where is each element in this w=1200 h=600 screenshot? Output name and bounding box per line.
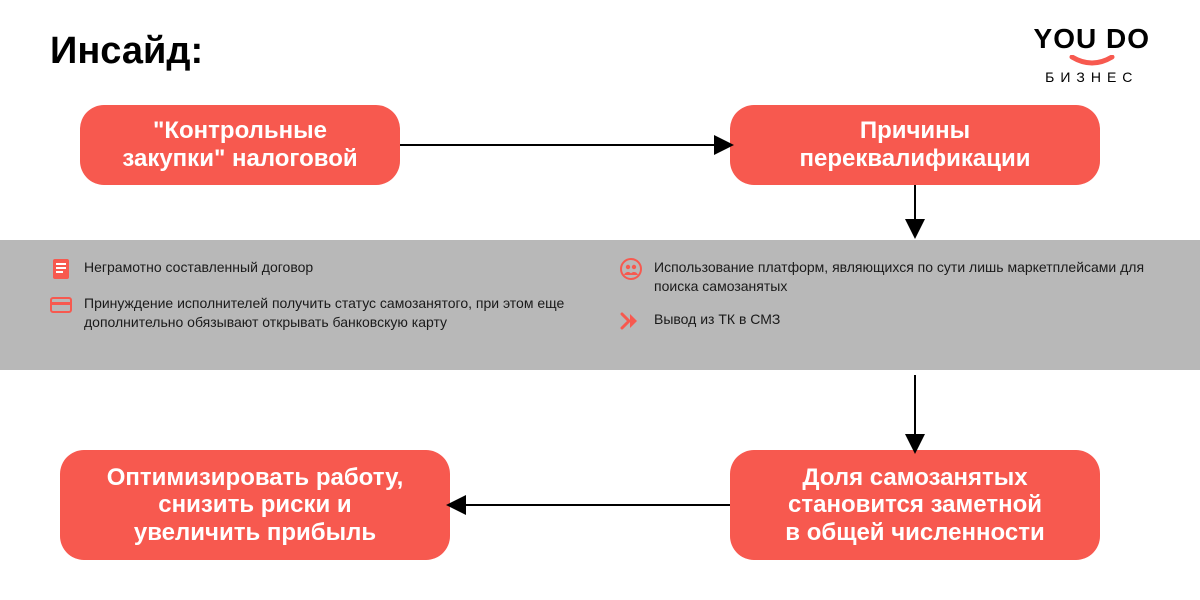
card-icon xyxy=(50,294,72,316)
page-title: Инсайд: xyxy=(50,30,203,73)
reasons-band: Неграмотно составленный договор Принужде… xyxy=(0,240,1200,370)
people-icon xyxy=(620,258,642,280)
reasons-left-col: Неграмотно составленный договор Принужде… xyxy=(50,258,580,352)
logo-wordmark: YOU DO xyxy=(1034,25,1150,53)
reason-text: Использование платформ, являющихся по су… xyxy=(654,258,1150,296)
doc-icon xyxy=(50,258,72,280)
reasons-right-col: Использование платформ, являющихся по су… xyxy=(620,258,1150,352)
node-share-noticeable: Доля самозанятых становится заметной в о… xyxy=(730,450,1100,560)
reason-item: Вывод из ТК в СМЗ xyxy=(620,310,1150,332)
reason-text: Вывод из ТК в СМЗ xyxy=(654,310,780,329)
reason-item: Принуждение исполнителей получить статус… xyxy=(50,294,580,332)
node-requalification-reasons: Причины переквалификации xyxy=(730,105,1100,185)
reason-text: Неграмотно составленный договор xyxy=(84,258,313,277)
logo: YOU DO БИЗНЕС xyxy=(1034,25,1150,85)
double-arrow-icon xyxy=(620,310,642,332)
reason-text: Принуждение исполнителей получить статус… xyxy=(84,294,580,332)
node-control-purchases: "Контрольные закупки" налоговой xyxy=(80,105,400,185)
reason-item: Неграмотно составленный договор xyxy=(50,258,580,280)
logo-smile-icon xyxy=(1034,55,1150,65)
logo-subtitle: БИЗНЕС xyxy=(1034,69,1150,85)
reason-item: Использование платформ, являющихся по су… xyxy=(620,258,1150,296)
node-optimize: Оптимизировать работу, снизить риски и у… xyxy=(60,450,450,560)
